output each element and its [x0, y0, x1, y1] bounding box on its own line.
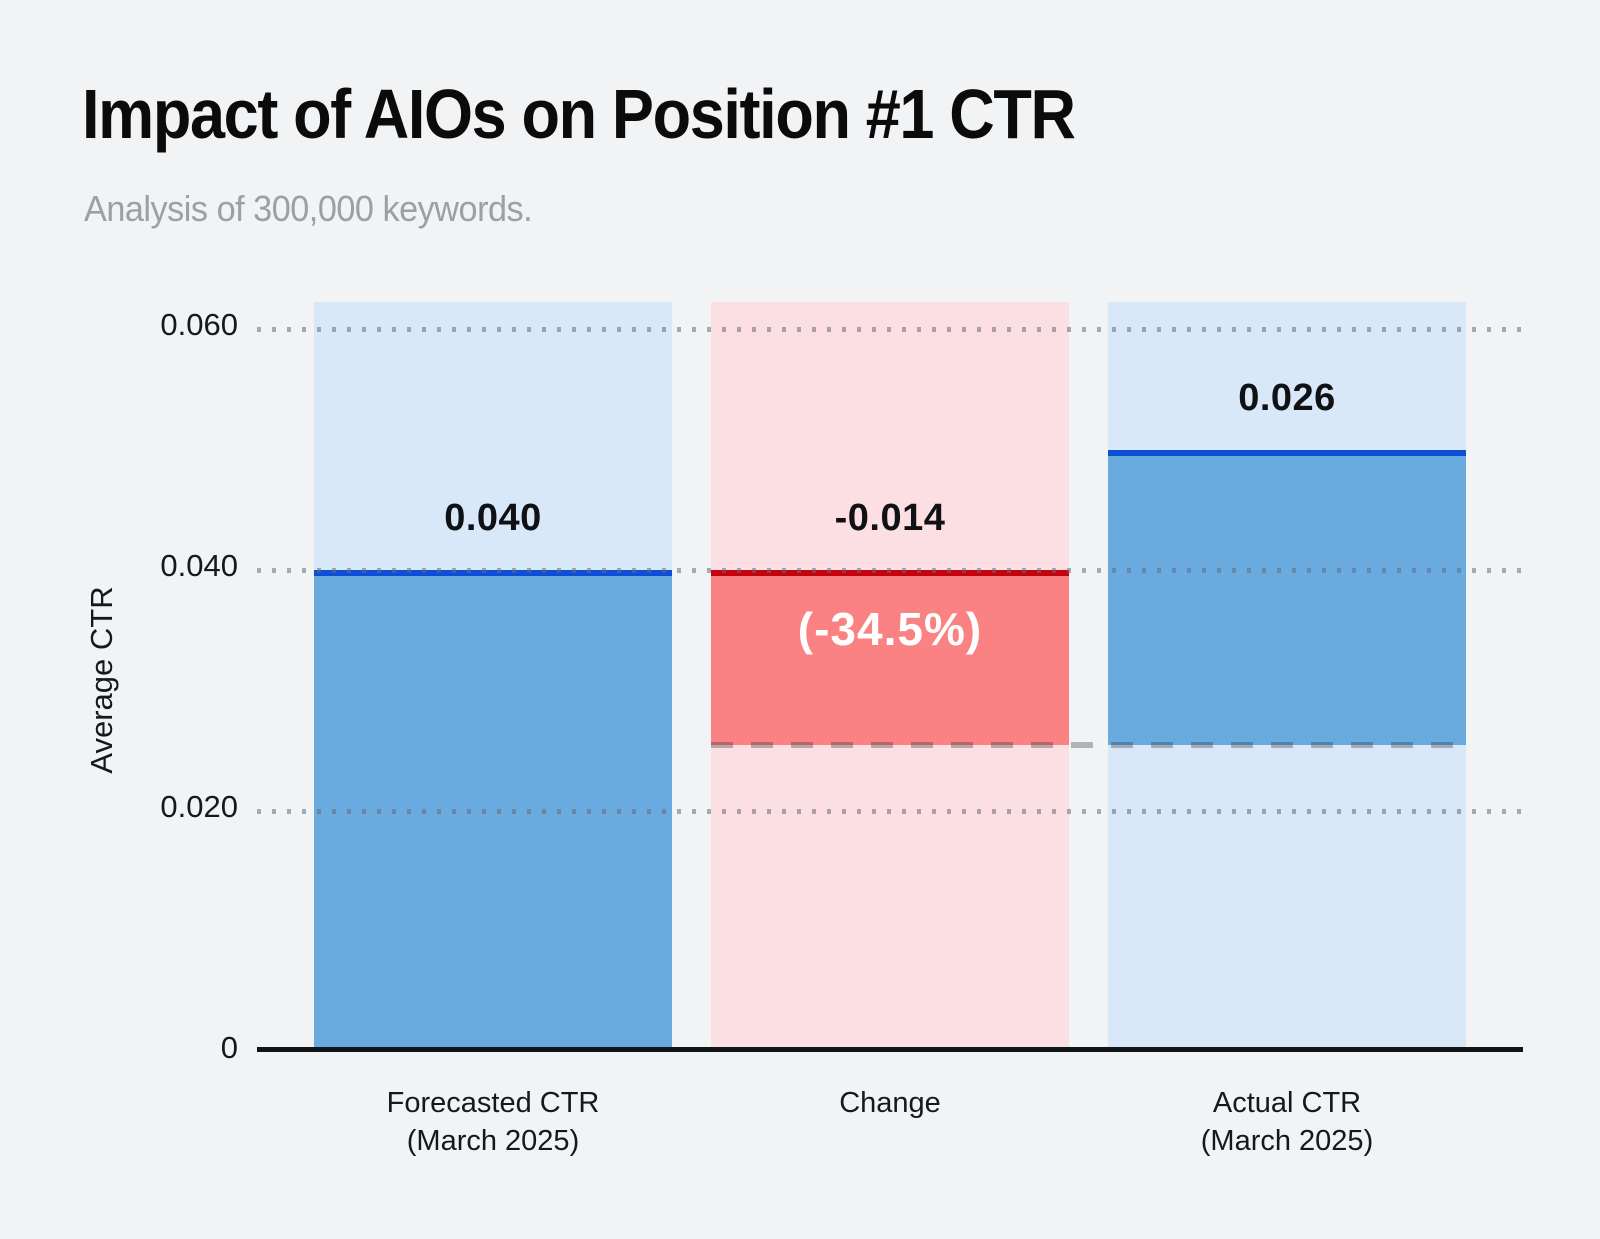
x-category-line: (March 2025) — [1200, 1125, 1374, 1157]
bar-value-label: -0.014 — [834, 497, 946, 539]
bar-top-line — [314, 570, 672, 576]
x-category-line: (March 2025) — [406, 1125, 580, 1157]
chart-title: Impact of AIOs on Position #1 CTR — [82, 75, 1076, 153]
bar-value-label: 0.026 — [1238, 376, 1336, 419]
y-tick-label: 0 — [220, 1030, 238, 1065]
y-tick-label: 0.040 — [160, 548, 238, 583]
bar-top-line — [711, 570, 1069, 576]
axis-baseline — [257, 1047, 1523, 1052]
x-category-label: Actual CTR (March 2025) — [1087, 1084, 1487, 1160]
gridline — [257, 809, 1523, 814]
bar-top-line — [1108, 449, 1466, 456]
x-category-line: Forecasted CTR — [386, 1087, 600, 1119]
y-tick-label: 0.020 — [160, 789, 238, 824]
x-category-line: Change — [839, 1087, 941, 1119]
gridline — [257, 568, 1523, 573]
bar-value-label: 0.040 — [444, 497, 542, 539]
bar-fill — [711, 570, 1069, 745]
bar-fill — [1108, 449, 1466, 745]
x-category-line: Actual CTR — [1212, 1087, 1362, 1119]
connector-dashed-line — [711, 741, 1466, 748]
x-category-label: Change — [690, 1084, 1090, 1122]
gridline — [257, 327, 1523, 332]
y-tick-label: 0.060 — [160, 307, 238, 342]
bar-percent-label: (-34.5%) — [797, 603, 983, 655]
chart-subtitle: Analysis of 300,000 keywords. — [84, 188, 533, 229]
x-category-label: Forecasted CTR (March 2025) — [293, 1084, 693, 1160]
